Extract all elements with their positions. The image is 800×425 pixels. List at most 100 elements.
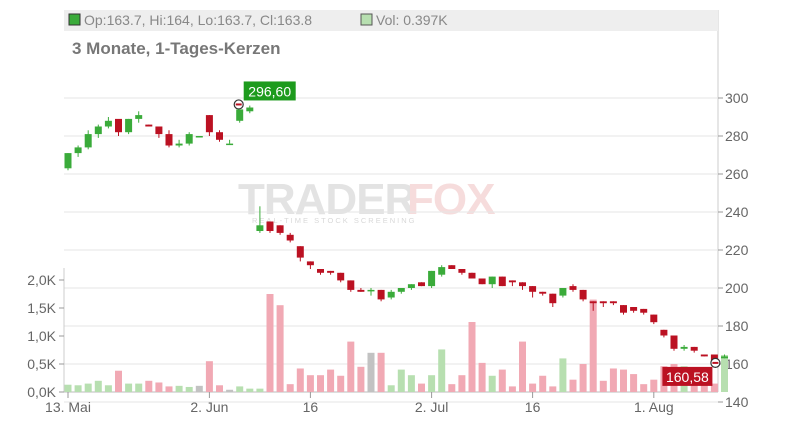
volume-bar xyxy=(74,385,82,392)
volume-bar xyxy=(306,375,314,392)
candle xyxy=(317,269,324,275)
candle xyxy=(448,265,456,269)
candle-body xyxy=(246,107,254,112)
volume-bar xyxy=(195,385,203,392)
candle xyxy=(145,124,153,127)
price-tick-label: 300 xyxy=(725,90,749,106)
candle xyxy=(357,288,365,292)
candle-body xyxy=(145,124,153,127)
candle-body xyxy=(539,291,547,294)
volume-bar xyxy=(710,383,718,392)
time-tick-label: 2. Jul xyxy=(415,399,448,415)
candle xyxy=(236,109,244,123)
volume-bar xyxy=(498,369,506,392)
candle xyxy=(630,307,638,313)
candle xyxy=(508,280,516,287)
volume-bar xyxy=(630,374,638,392)
volume-bar xyxy=(357,366,365,392)
candle xyxy=(660,329,668,338)
candle-body xyxy=(488,276,496,285)
candle xyxy=(418,282,425,287)
candle xyxy=(195,136,203,138)
candle-body xyxy=(74,147,82,154)
candle xyxy=(276,225,284,235)
candle-body xyxy=(700,354,708,357)
candle-body xyxy=(721,356,728,359)
candle xyxy=(599,301,607,307)
candle-body xyxy=(205,115,213,133)
volume-bar xyxy=(549,386,557,392)
candle-body xyxy=(599,301,607,304)
price-axis: 140 160 180 200 220 240 260 280 300 xyxy=(718,90,749,410)
candle-body xyxy=(387,291,395,298)
candle xyxy=(589,301,597,311)
candle-body xyxy=(165,134,173,146)
candle xyxy=(387,289,395,300)
candle xyxy=(216,130,223,142)
volume-bar xyxy=(236,386,244,392)
volume-bar xyxy=(721,355,728,392)
volume-bar xyxy=(145,380,153,392)
candle-body xyxy=(680,346,688,349)
candle-body xyxy=(236,109,244,121)
candle xyxy=(680,345,688,351)
candle xyxy=(428,270,436,288)
volume-bar xyxy=(488,375,496,392)
volume-bar xyxy=(94,380,102,392)
candle xyxy=(94,124,102,138)
volume-bar xyxy=(579,364,587,392)
volume-bar xyxy=(539,375,547,392)
candle-body xyxy=(94,126,102,135)
candle xyxy=(104,117,112,129)
candle xyxy=(397,288,405,294)
candle-body xyxy=(407,284,415,288)
ohlc-readout: Op:163.7, Hi:164, Lo:163.7, Cl:163.8 xyxy=(84,12,312,28)
time-tick-label: 16 xyxy=(303,399,319,415)
volume-bar xyxy=(246,388,254,392)
volume-bar xyxy=(185,386,193,392)
candle-body xyxy=(306,261,314,266)
price-tick-label: 240 xyxy=(725,204,749,220)
volume-bar xyxy=(387,385,395,392)
candle xyxy=(458,269,466,275)
candle-body xyxy=(135,115,143,119)
candle xyxy=(690,346,698,353)
candle xyxy=(286,232,294,243)
candle xyxy=(640,308,648,315)
candle-body xyxy=(64,153,72,169)
price-tick-label: 220 xyxy=(725,242,749,258)
candle xyxy=(407,284,415,290)
watermark-tagline: REAL-TIME STOCK SCREENING xyxy=(252,216,416,225)
time-tick-label: 1. Aug xyxy=(634,399,674,415)
candle-body xyxy=(266,221,274,231)
volume-bar xyxy=(508,386,516,392)
volume-bar xyxy=(256,388,264,392)
volume-bar xyxy=(226,389,234,392)
candle-body xyxy=(690,346,698,351)
candle-body xyxy=(630,307,638,311)
volume-bar xyxy=(418,383,425,392)
candle-body xyxy=(569,286,577,290)
volume-readout: Vol: 0.397K xyxy=(376,12,448,28)
candle xyxy=(84,130,92,150)
volume-bar xyxy=(165,386,173,392)
candle xyxy=(155,126,163,138)
candle-body xyxy=(185,134,193,144)
candle xyxy=(367,288,375,296)
volume-bar xyxy=(589,299,597,392)
volume-bar xyxy=(599,380,607,392)
volume-axis: 0,0K 0,5K 1,0K 1,5K 2,0K xyxy=(27,268,65,400)
candle-body xyxy=(650,314,658,323)
volume-bar xyxy=(559,358,567,392)
price-tick-label: 180 xyxy=(725,318,749,334)
watermark: TRADER FOX REAL-TIME STOCK SCREENING xyxy=(238,175,496,225)
candle xyxy=(205,115,213,136)
candle-body xyxy=(559,288,567,296)
volume-bar xyxy=(529,383,537,392)
candle-body xyxy=(317,269,324,273)
price-grid xyxy=(64,10,719,403)
candle-body xyxy=(276,225,284,233)
candle xyxy=(549,293,557,307)
volume-bar xyxy=(609,368,617,392)
candle-body xyxy=(549,293,557,304)
